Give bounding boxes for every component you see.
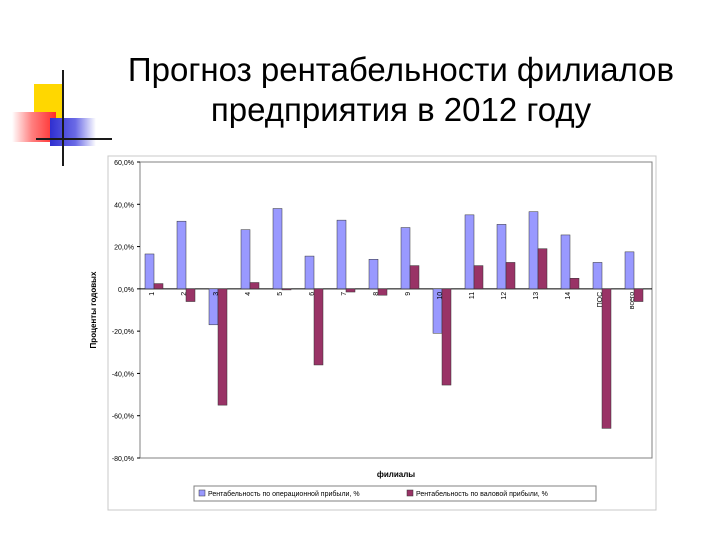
x-category-label: 13 xyxy=(533,292,540,300)
bar-series-1-12 xyxy=(496,224,507,290)
legend-box xyxy=(193,485,597,502)
y-tick-label: -60,0% xyxy=(112,414,134,421)
title-decoration-horizontal-line xyxy=(36,138,112,140)
bar-series-1-11 xyxy=(464,214,475,290)
x-category-label: ПОС xyxy=(597,292,604,308)
legend-swatch-1 xyxy=(198,489,206,497)
x-axis-category-labels: 1 2 3 4 5 6 7 8 9 10 11 12 13 14 ПОС всего xyxy=(149,292,636,309)
title-decoration-vertical-line xyxy=(62,70,64,166)
bar-series-1-2 xyxy=(176,220,187,290)
y-tick-label: 20,0% xyxy=(114,245,134,252)
x-category-label: 7 xyxy=(341,292,348,296)
x-category-label: всего xyxy=(629,292,636,309)
bar-series-1-всего xyxy=(624,251,635,290)
bar-series-2-7 xyxy=(345,288,356,293)
bar-series-1-ПОС xyxy=(592,262,603,290)
bar-series-group xyxy=(144,208,644,429)
x-category-label: 12 xyxy=(501,292,508,300)
bar-series-2-ПОС xyxy=(601,288,612,429)
bar-series-2-13 xyxy=(537,248,548,290)
legend-label-1: Рентабельность по операционной прибыли, … xyxy=(208,490,360,498)
bar-series-2-9 xyxy=(409,265,420,290)
y-tick-label: -40,0% xyxy=(112,371,134,378)
y-axis: 60,0% 40,0% 20,0% 0,0% -20,0% -40,0% -60,0% -80… xyxy=(112,160,140,463)
title-decoration-blue-gradient xyxy=(50,118,96,146)
x-category-label: 14 xyxy=(565,292,572,300)
legend-swatch-2 xyxy=(406,489,414,497)
bar-series-1-1 xyxy=(144,253,155,290)
bar-series-2-3 xyxy=(217,288,228,406)
x-category-label: 10 xyxy=(437,292,444,300)
bar-series-2-12 xyxy=(505,262,516,290)
x-category-label: 5 xyxy=(277,292,284,296)
x-category-label: 1 xyxy=(149,292,156,296)
x-category-label: 6 xyxy=(309,292,316,296)
y-tick-label: 40,0% xyxy=(114,202,134,209)
bar-series-1-6 xyxy=(304,255,315,290)
x-category-label: 9 xyxy=(405,292,412,296)
x-axis-label: филиалы xyxy=(377,470,415,479)
slide-title-line-2: предприятия в 2012 году xyxy=(210,91,592,128)
bar-series-1-8 xyxy=(368,259,379,290)
chart-legend: Рентабельность по операционной прибыли, … xyxy=(193,485,597,502)
bar-series-1-13 xyxy=(528,211,539,290)
bar-series-1-4 xyxy=(240,229,251,290)
x-category-label: 2 xyxy=(181,292,188,296)
bar-series-1-9 xyxy=(400,227,411,290)
x-category-label: 4 xyxy=(245,292,252,296)
bar-series-2-5 xyxy=(281,288,292,291)
bar-series-1-14 xyxy=(560,234,571,290)
bar-series-1-5 xyxy=(272,208,283,290)
bar-series-2-всего xyxy=(633,288,644,302)
bar-series-2-14 xyxy=(569,278,580,290)
legend-label-2: Рентабельность по валовой прибыли, % xyxy=(416,490,548,498)
bar-series-2-8 xyxy=(377,288,388,296)
y-tick-label: -80,0% xyxy=(112,456,134,463)
x-category-label: 11 xyxy=(469,292,476,299)
slide-title-line-1: Прогноз рентабельности филиалов xyxy=(127,51,675,88)
title-decoration-red-gradient xyxy=(12,112,56,142)
y-tick-label: -20,0% xyxy=(112,329,134,336)
y-axis-label: Проценты годовых xyxy=(89,271,98,348)
y-tick-label: 60,0% xyxy=(114,160,134,167)
bar-series-2-1 xyxy=(153,283,164,290)
bar-series-2-2 xyxy=(185,288,196,302)
bar-series-2-10 xyxy=(441,288,452,386)
bar-series-2-4 xyxy=(249,282,260,290)
bar-series-2-11 xyxy=(473,265,484,290)
bar-series-2-6 xyxy=(313,288,324,366)
bar-series-1-7 xyxy=(336,219,347,290)
slide-title: Прогноз рентабельности филиалов предприя… xyxy=(96,50,706,130)
x-category-label: 3 xyxy=(213,292,220,296)
x-category-label: 8 xyxy=(373,292,380,296)
y-tick-label: 0,0% xyxy=(118,287,134,294)
